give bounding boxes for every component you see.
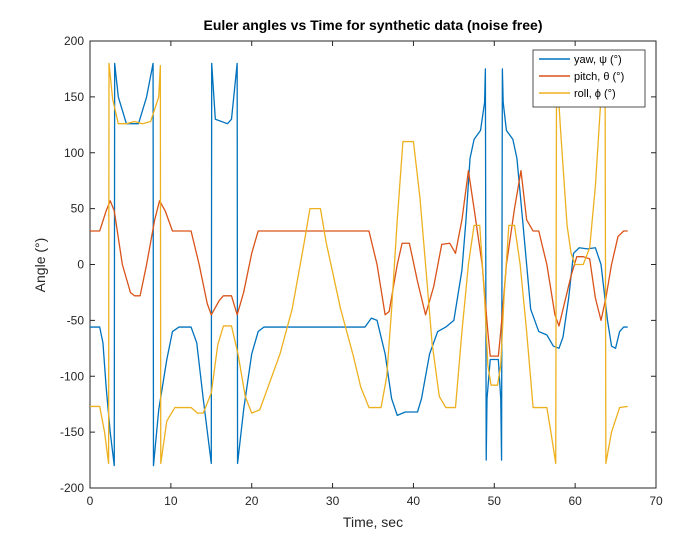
y-tick-label: -50: [67, 313, 85, 327]
plot-area: [89, 40, 657, 489]
tick-group: 0 10 20 30 40 50 60 70 -200 -150 -100 -50 0 50 100 150 2…: [60, 34, 663, 508]
chart-title: Euler angles vs Time for synthetic data …: [204, 17, 543, 33]
legend-label-0: yaw, ψ (°): [574, 54, 622, 66]
x-tick-label: 50: [488, 494, 502, 508]
y-tick-label: 0: [77, 258, 84, 272]
x-tick-label: 20: [245, 494, 259, 508]
x-tick-label: 30: [326, 494, 340, 508]
y-tick-label: -100: [60, 369, 84, 383]
series-line-0: [90, 62, 628, 467]
legend-label-1: pitch, θ (°): [574, 71, 624, 83]
legend: yaw, ψ (°) pitch, θ (°) roll, ϕ (°): [532, 49, 646, 108]
series-line-1: [90, 169, 628, 357]
y-tick-label: 200: [64, 34, 84, 48]
x-tick-label: 70: [649, 494, 663, 508]
legend-label-2: roll, ϕ (°): [574, 88, 616, 100]
y-tick-label: 150: [64, 90, 84, 104]
y-tick-label: 50: [71, 202, 85, 216]
series-line-2: [90, 62, 628, 465]
y-axis-label: Angle (°): [32, 238, 48, 293]
y-tick-label: -150: [60, 425, 84, 439]
x-tick-label: 40: [407, 494, 421, 508]
x-axis-label: Time, sec: [343, 514, 403, 530]
y-tick-label: -200: [60, 481, 84, 495]
x-tick-label: 0: [87, 494, 94, 508]
x-tick-label: 60: [568, 494, 582, 508]
y-tick-label: 100: [64, 146, 84, 160]
series-group: [90, 62, 628, 467]
axes-box: [89, 40, 657, 489]
x-tick-label: 10: [164, 494, 178, 508]
